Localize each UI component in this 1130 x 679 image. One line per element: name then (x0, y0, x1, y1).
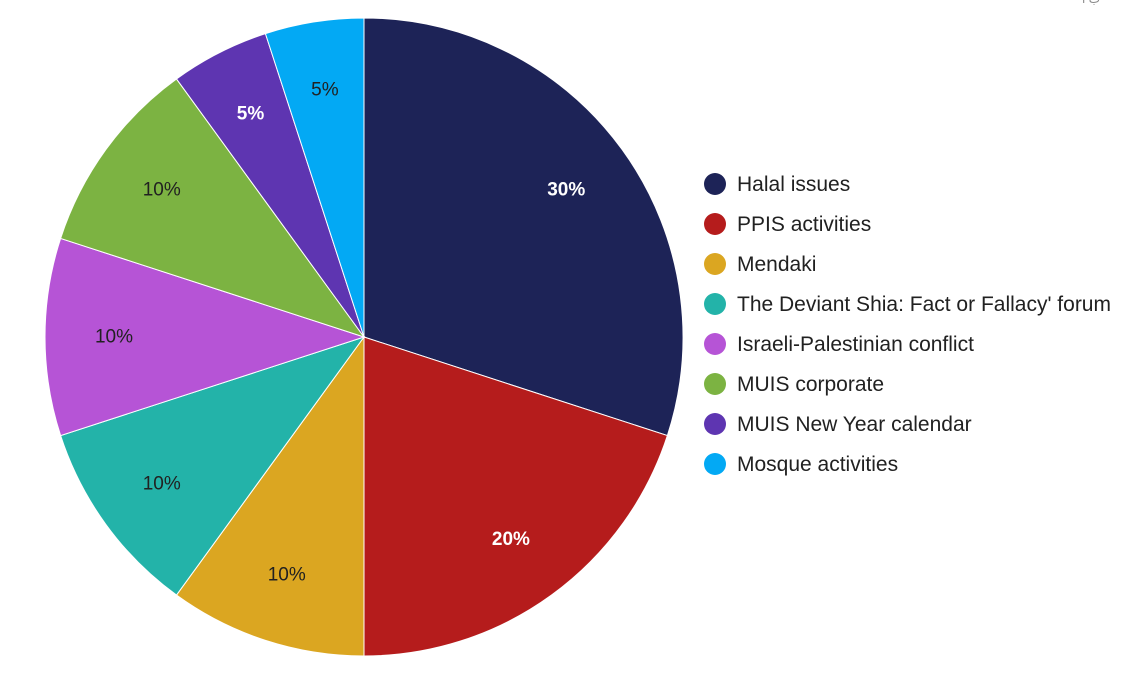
legend-label: MUIS New Year calendar (737, 413, 972, 436)
legend-swatch (704, 213, 726, 235)
legend-item: Israeli-Palestinian conflict (704, 330, 1124, 360)
legend-item: The Deviant Shia: Fact or Fallacy' forum (704, 290, 1124, 320)
legend-label: The Deviant Shia: Fact or Fallacy' forum (737, 293, 1111, 316)
pie-slice (363, 17, 684, 437)
pie-slice (44, 237, 366, 437)
slice-data-label: 20% (492, 529, 530, 550)
pie-slice (59, 78, 366, 338)
slice-data-label: 10% (143, 180, 181, 201)
slice-data-label: 5% (311, 80, 339, 101)
pie-slice (175, 335, 365, 657)
pie-slice (363, 336, 669, 657)
corner-mark: ب ا (1082, 0, 1100, 6)
legend-swatch (704, 413, 726, 435)
legend-swatch (704, 253, 726, 275)
chart-legend: Halal issues PPIS activities Mendaki The De… (704, 170, 1124, 490)
slice-data-label: 10% (268, 564, 306, 585)
pie-slice (264, 17, 365, 338)
legend-label: Halal issues (737, 173, 851, 196)
legend-swatch (704, 373, 726, 395)
slice-data-label: 5% (237, 104, 265, 125)
legend-label: PPIS activities (737, 213, 872, 236)
legend-item: MUIS New Year calendar (704, 410, 1124, 440)
legend-item: Mosque activities (704, 450, 1124, 480)
legend-item: PPIS activities (704, 210, 1124, 240)
legend-label: Mendaki (737, 253, 817, 276)
legend-swatch (704, 333, 726, 355)
legend-swatch (704, 173, 726, 195)
legend-item: Mendaki (704, 250, 1124, 280)
legend-item: MUIS corporate (704, 370, 1124, 400)
legend-label: Mosque activities (737, 453, 899, 476)
legend-swatch (704, 293, 726, 315)
legend-swatch (704, 453, 726, 475)
legend-label: Israeli-Palestinian conflict (737, 333, 974, 356)
slice-data-label: 10% (95, 327, 133, 348)
slice-data-label: 10% (143, 473, 181, 494)
legend-label: MUIS corporate (737, 373, 885, 396)
pie-slice (59, 336, 366, 596)
legend-item: Halal issues (704, 170, 1124, 200)
slice-data-label: 30% (547, 180, 585, 201)
